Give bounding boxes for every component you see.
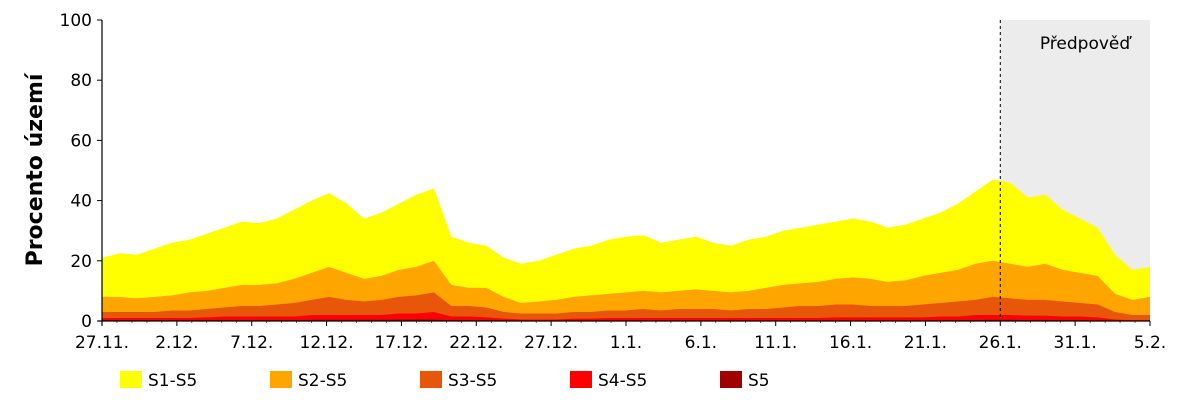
y-tick-label: 0 [81,312,92,332]
x-tick-label: 5.2. [1134,333,1166,353]
x-tick-label: 17.12. [374,333,428,353]
legend-swatch [570,371,592,388]
area-s3-s5 [102,292,1150,321]
y-tick-label: 20 [70,252,92,272]
x-tick-label: 22.12. [449,333,503,353]
x-tick-labels: 27.11. 2.12. 7.12. 12.12. 17.12. 22.12. 27.12.… [75,321,1166,353]
legend-label: S5 [748,371,770,391]
y-tick-label: 60 [70,131,92,151]
legend-label: S2-S5 [298,371,347,391]
x-tick-label: 27.12. [524,333,578,353]
x-tick-label: 31.1. [1054,333,1097,353]
axes-layer [98,20,1150,325]
x-tick-label: 27.11. [75,333,129,353]
y-tick-label: 100 [60,11,92,31]
x-tick-label: 26.1. [979,333,1022,353]
y-axis-label: Procento území [23,72,48,266]
areas-layer [102,179,1150,321]
legend-item-s2-s5: S2-S5 [270,371,347,391]
legend-item-s5: S5 [720,371,770,391]
x-tick-label: 11.1. [754,333,797,353]
x-tick-label: 6.1. [685,333,717,353]
x-tick-label: 12.12. [300,333,354,353]
legend-item-s3-s5: S3-S5 [420,371,497,391]
legend-swatch [720,371,742,388]
forecast-label: Předpověď [1040,34,1133,54]
y-tick-labels: 0 20 40 60 80 100 [60,11,102,332]
legend-label: S4-S5 [598,371,647,391]
y-tick-label: 80 [70,71,92,91]
y-tick-label: 40 [70,192,92,212]
legend-label: S1-S5 [148,371,197,391]
legend: S1-S5 S2-S5 S3-S5 S4-S5 S5 [120,371,770,391]
x-tick-label: 2.12. [155,333,198,353]
legend-swatch [420,371,442,388]
x-tick-label: 1.1. [610,333,642,353]
x-tick-label: 21.1. [904,333,947,353]
legend-swatch [270,371,292,388]
x-tick-label: 7.12. [230,333,273,353]
x-tick-label: 16.1. [829,333,872,353]
legend-item-s1-s5: S1-S5 [120,371,197,391]
area-s4-s5 [102,311,1150,321]
legend-item-s4-s5: S4-S5 [570,371,647,391]
legend-label: S3-S5 [448,371,497,391]
legend-swatch [120,371,142,388]
